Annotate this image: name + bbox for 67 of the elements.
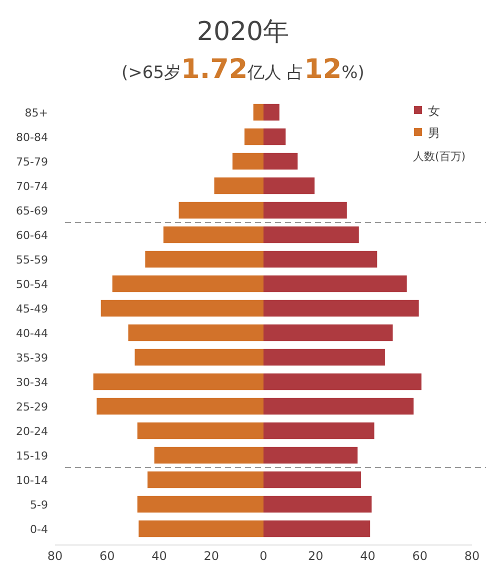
y-tick-label: 60-64: [16, 228, 48, 242]
y-tick-label: 35-39: [16, 351, 48, 364]
y-tick-label: 75-79: [16, 155, 48, 168]
bar: [264, 226, 359, 244]
bar: [163, 226, 264, 244]
bar: [264, 471, 361, 488]
legend-label: 女: [428, 104, 440, 118]
bar: [112, 275, 264, 292]
bar: [264, 128, 286, 146]
y-tick-label: 15-19: [16, 449, 48, 462]
y-tick-label: 30-34: [16, 376, 48, 389]
y-tick-label: 20-24: [16, 424, 48, 438]
bar: [154, 446, 264, 464]
bar: [264, 300, 419, 317]
bar: [264, 373, 422, 390]
y-tick-label: 65-69: [16, 204, 48, 218]
y-tick-label: 80-84: [16, 130, 48, 144]
bar: [100, 300, 264, 317]
x-tick-label: 80: [464, 549, 480, 563]
y-tick-label: 85+: [24, 106, 48, 120]
bar: [264, 177, 315, 194]
y-tick-label: 55-59: [16, 253, 48, 266]
bar: [138, 520, 264, 538]
bar: [214, 177, 264, 194]
bar: [264, 520, 370, 538]
bar: [137, 496, 264, 513]
x-tick-label: 0: [260, 549, 268, 563]
bar: [264, 446, 358, 464]
title: 2020年: [196, 17, 290, 47]
bar: [178, 202, 264, 219]
bar: [264, 152, 298, 170]
y-tick-label: 5-9: [30, 498, 48, 512]
y-tick-label: 0-4: [30, 522, 48, 536]
x-tick-label: 40: [152, 549, 167, 563]
y-tick-label: 10-14: [16, 474, 48, 487]
bar: [264, 250, 378, 268]
x-tick-label: 40: [360, 549, 376, 563]
xlabel: 人数(百万): [413, 150, 466, 163]
bar: [232, 152, 264, 170]
bar: [264, 324, 393, 342]
bar: [264, 348, 385, 366]
bar: [137, 422, 264, 440]
x-tick-label: 60: [412, 549, 428, 563]
x-tick-label: 80: [47, 549, 63, 563]
bar: [96, 398, 264, 415]
legend-label: 男: [428, 126, 440, 140]
y-tick-label: 40-44: [16, 326, 48, 340]
bar: [264, 202, 347, 219]
bar: [148, 471, 264, 488]
bar: [134, 348, 264, 366]
bar: [264, 422, 374, 440]
y-tick-label: 25-29: [16, 400, 48, 414]
bar: [145, 250, 264, 268]
bar: [93, 373, 264, 390]
bar: [264, 496, 372, 513]
bar: [128, 324, 264, 342]
y-tick-label: 50-54: [16, 278, 48, 291]
y-tick-label: 45-49: [16, 302, 48, 316]
bar: [264, 275, 407, 292]
x-tick-label: 20: [204, 549, 220, 563]
bar: [264, 104, 280, 121]
bar: [253, 104, 264, 121]
x-tick-label: 60: [99, 549, 115, 563]
x-tick-label: 20: [308, 549, 324, 563]
bar: [264, 398, 414, 415]
bar: [244, 128, 264, 146]
y-tick-label: 70-74: [16, 180, 48, 193]
